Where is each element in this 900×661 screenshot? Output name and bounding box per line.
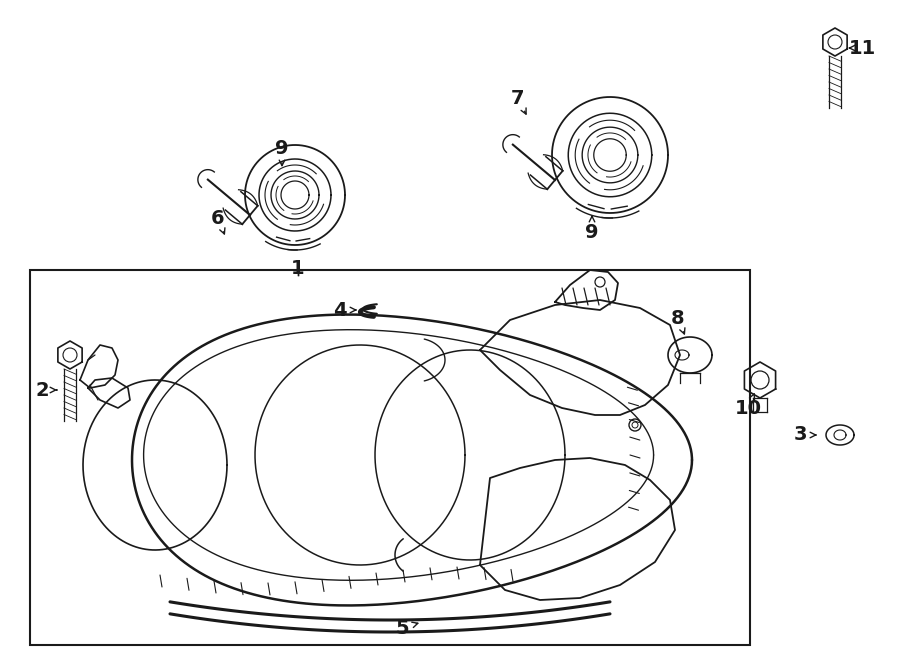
Text: 2: 2 bbox=[35, 381, 49, 399]
Bar bbox=[30, 270, 750, 645]
Text: 4: 4 bbox=[333, 301, 346, 319]
Text: 1: 1 bbox=[292, 258, 305, 278]
Text: 5: 5 bbox=[395, 619, 409, 637]
Text: 9: 9 bbox=[585, 223, 598, 241]
Text: 11: 11 bbox=[849, 38, 876, 58]
Text: 10: 10 bbox=[734, 399, 761, 418]
Text: 6: 6 bbox=[212, 208, 225, 227]
Text: 9: 9 bbox=[275, 139, 289, 157]
Text: 8: 8 bbox=[671, 309, 685, 327]
Text: 7: 7 bbox=[511, 89, 525, 108]
Text: 3: 3 bbox=[793, 426, 806, 444]
